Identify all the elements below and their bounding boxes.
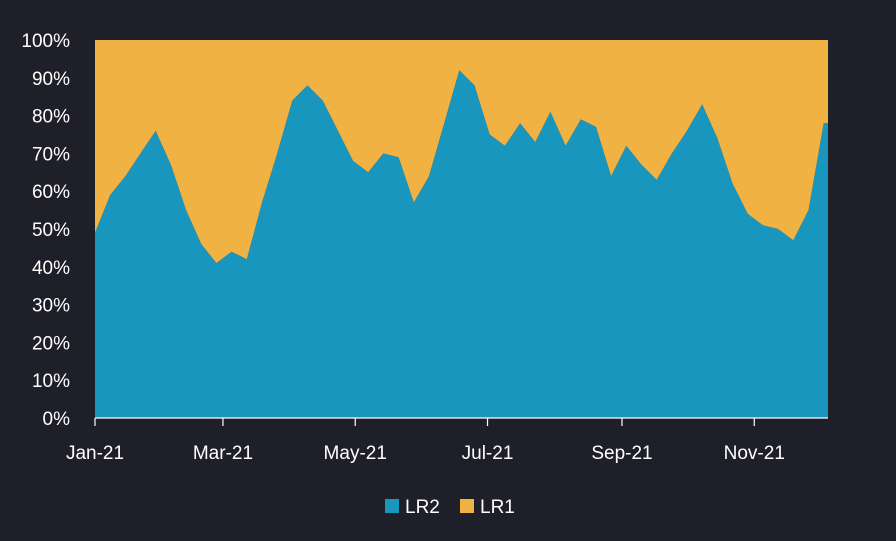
x-tick-label: Jan-21 — [66, 443, 124, 464]
x-tick-label: Nov-21 — [724, 443, 785, 464]
x-tick-label: May-21 — [324, 443, 387, 464]
area-lr1 — [95, 40, 828, 263]
y-tick-label: 50% — [32, 220, 70, 241]
area-lr2 — [95, 70, 828, 418]
y-tick-label: 20% — [32, 333, 70, 354]
legend-swatch-lr1 — [460, 499, 474, 513]
plot-area — [95, 40, 828, 418]
y-tick-label: 90% — [32, 69, 70, 90]
x-tick-label: Jul-21 — [462, 443, 514, 464]
y-tick-label: 30% — [32, 296, 70, 317]
y-tick-label: 100% — [21, 31, 70, 52]
y-tick-label: 80% — [32, 107, 70, 128]
legend-label-lr2: LR2 — [405, 497, 440, 518]
x-axis: Jan-21 Mar-21 May-21 Jul-21 Sep-21 Nov-21 — [66, 417, 828, 464]
legend-label-lr1: LR1 — [480, 497, 515, 518]
y-tick-label: 60% — [32, 182, 70, 203]
legend-swatch-lr2 — [385, 499, 399, 513]
y-tick-label: 70% — [32, 144, 70, 165]
y-tick-label: 10% — [32, 371, 70, 392]
x-tick-label: Sep-21 — [591, 443, 652, 464]
y-axis: 0% 10% 20% 30% 40% 50% 60% 70% 80% 90% 100% — [21, 31, 70, 430]
y-tick-label: 40% — [32, 258, 70, 279]
x-tick-label: Mar-21 — [193, 443, 253, 464]
y-tick-label: 0% — [43, 409, 71, 430]
legend: LR2 LR1 — [385, 497, 515, 518]
